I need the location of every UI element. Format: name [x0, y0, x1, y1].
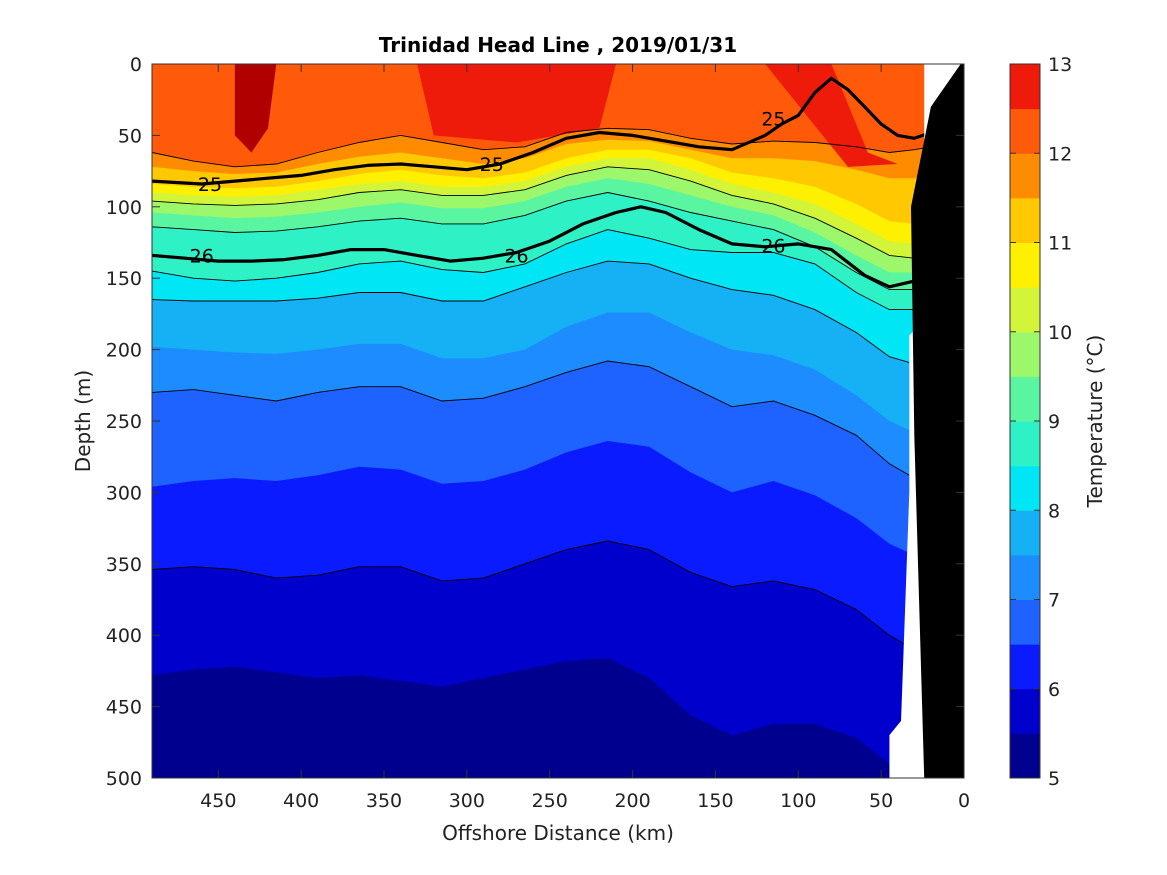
y-tick-label: 50 — [118, 125, 142, 147]
colorbar-tick-label: 8 — [1048, 500, 1060, 522]
y-tick-label: 450 — [106, 697, 142, 719]
isotherm-line-t12 — [152, 127, 931, 168]
colorbar-segment — [1010, 688, 1040, 734]
isotherm-line-t7 — [152, 360, 932, 479]
density-contour-label: 25 — [198, 174, 222, 196]
colorbar-segment — [1010, 510, 1040, 556]
density-contour-25 — [152, 76, 932, 186]
x-tick-label: 200 — [614, 790, 650, 812]
colorbar-segment — [1010, 465, 1040, 511]
x-tick-label: 350 — [366, 790, 402, 812]
density-contour-26 — [152, 205, 933, 289]
density-contour-label: 25 — [761, 108, 785, 130]
density-contour-label: 26 — [190, 245, 214, 267]
colorbar-segment — [1010, 153, 1040, 199]
y-tick-label: 200 — [106, 340, 142, 362]
density-contour-label: 25 — [480, 154, 504, 176]
chart-title: Trinidad Head Line , 2019/01/31 — [379, 33, 737, 57]
y-tick-label: 250 — [106, 411, 142, 433]
coastline-land — [911, 64, 964, 778]
colorbar-segment — [1010, 376, 1040, 422]
colorbar-segment — [1010, 242, 1040, 288]
colorbar-tick-label: 5 — [1048, 768, 1060, 790]
isotherm-line-t6 — [152, 540, 932, 651]
x-tick-label: 100 — [780, 790, 816, 812]
y-tick-label: 400 — [106, 625, 142, 647]
colorbar-segment — [1010, 733, 1040, 779]
colorbar-tick-label: 7 — [1048, 590, 1060, 612]
temperature-core-mid — [417, 64, 616, 143]
y-tick-label: 500 — [106, 768, 142, 790]
temperature-core-east — [765, 64, 898, 167]
x-tick-label: 250 — [532, 790, 568, 812]
colorbar-segment — [1010, 197, 1040, 243]
x-axis-label: Offshore Distance (km) — [442, 821, 674, 845]
colorbar-segment — [1010, 331, 1040, 377]
x-tick-label: 400 — [283, 790, 319, 812]
x-tick-label: 450 — [200, 790, 236, 812]
isotherm-line-t10 — [152, 166, 932, 259]
colorbar-tick-label: 9 — [1048, 411, 1060, 433]
density-contour-label: 26 — [761, 235, 785, 257]
colorbar-segment — [1010, 599, 1040, 645]
isotherm-line-t8.5 — [152, 229, 932, 311]
colorbar-segment — [1010, 644, 1040, 690]
isotherm-line-t9 — [152, 192, 932, 291]
temperature-core-13 — [234, 64, 277, 153]
colorbar-segment — [1010, 421, 1040, 467]
colorbar-segment — [1010, 287, 1040, 333]
density-contour-label: 26 — [504, 245, 528, 267]
colorbar-tick-label: 11 — [1048, 233, 1072, 255]
x-tick-label: 300 — [449, 790, 485, 812]
colorbar-tick-label: 10 — [1048, 322, 1072, 344]
colorbar: 5 6 7 8 9 10 11 12 13 — [1009, 54, 1072, 790]
y-axis-label: Depth (m) — [71, 370, 95, 472]
x-tick-label: 150 — [697, 790, 733, 812]
y-tick-label: 100 — [106, 197, 142, 219]
x-tick-label: 50 — [869, 790, 893, 812]
colorbar-tick-label: 6 — [1048, 679, 1060, 701]
y-tick-label: 350 — [106, 554, 142, 576]
y-axis: 0 50 100 150 200 250 300 350 400 450 500 — [106, 54, 964, 790]
plot-area: 25 25 25 26 26 26 — [151, 63, 965, 779]
x-tick-label: 0 — [958, 790, 970, 812]
temperature-band-t5.5 — [152, 658, 964, 778]
colorbar-segment — [1010, 554, 1040, 600]
y-tick-label: 150 — [106, 268, 142, 290]
x-axis: 450 400 350 300 250 200 150 100 50 0 — [200, 64, 970, 812]
colorbar-tick-label: 12 — [1048, 143, 1072, 165]
colorbar-segment — [1010, 64, 1040, 110]
y-tick-label: 300 — [106, 482, 142, 504]
colorbar-tick-label: 13 — [1048, 54, 1072, 76]
colorbar-segment — [1010, 108, 1040, 154]
colorbar-label: Temperature (°C) — [1083, 335, 1107, 509]
y-tick-label: 0 — [130, 54, 142, 76]
isotherm-line-t8 — [152, 260, 932, 365]
